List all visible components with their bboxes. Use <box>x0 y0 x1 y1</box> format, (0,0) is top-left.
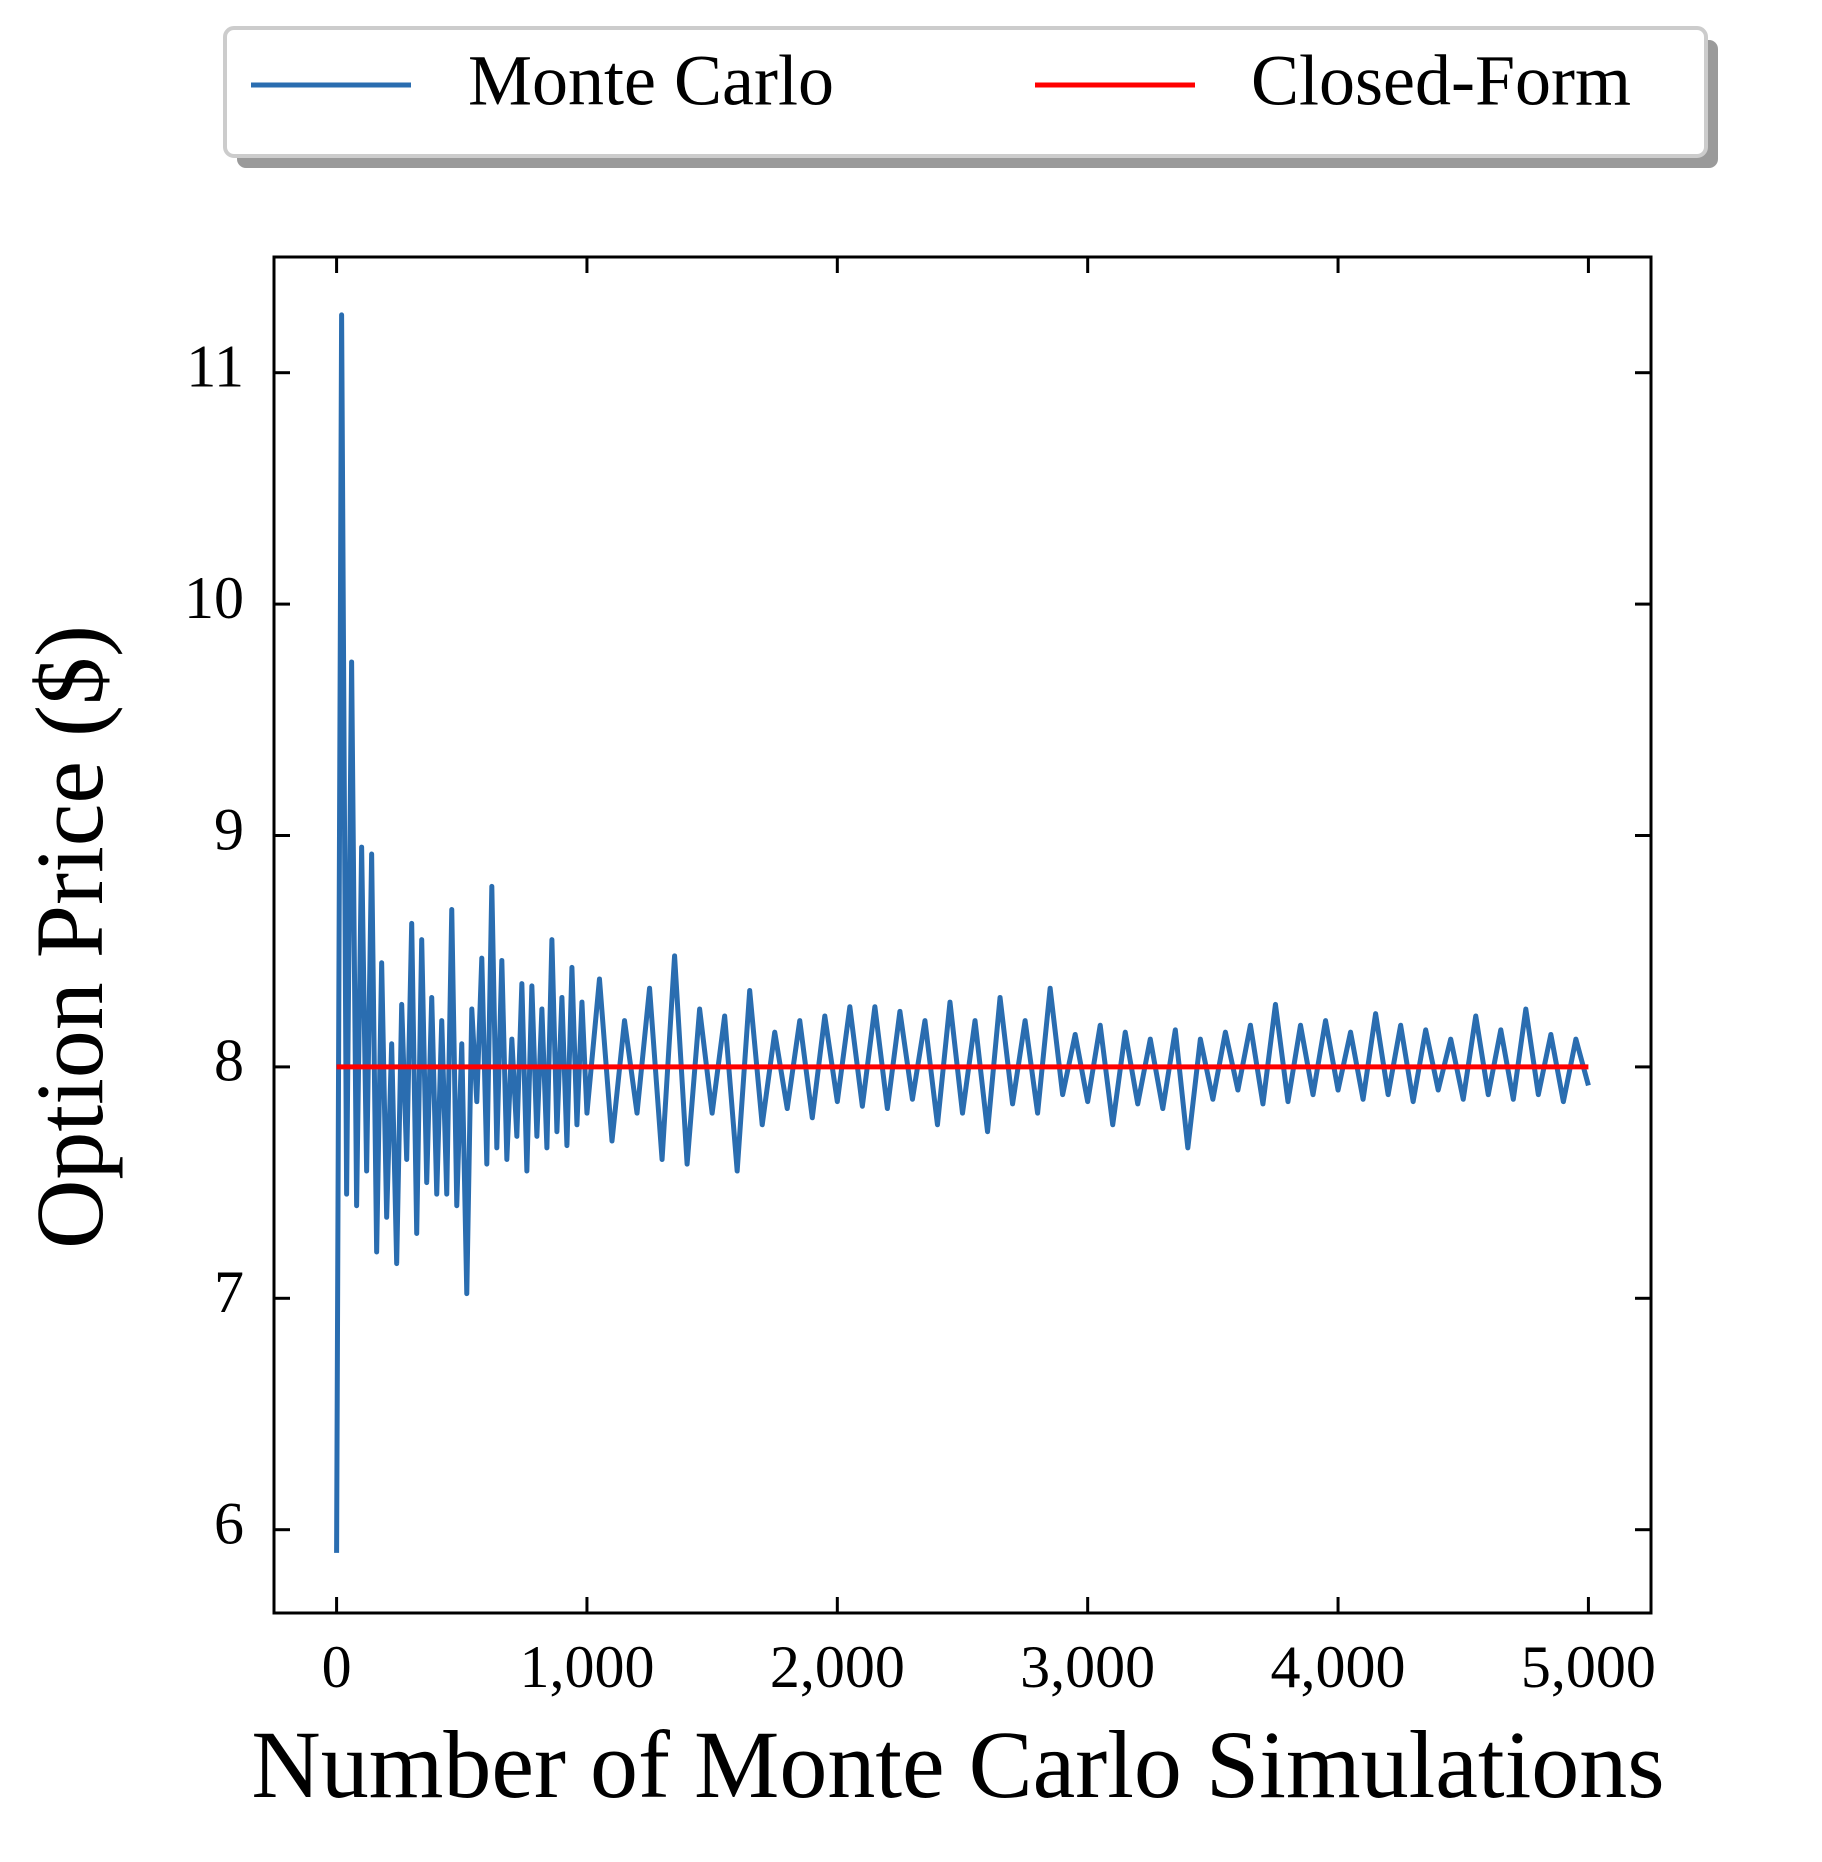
x-tick-label: 5,000 <box>1521 1634 1656 1700</box>
legend: Monte Carlo Closed-Form <box>251 41 1631 121</box>
x-axis-label: Number of Monte Carlo Simulations <box>251 1711 1664 1818</box>
x-tick-label: 3,000 <box>1020 1634 1155 1700</box>
legend-label: Closed-Form <box>1251 41 1631 121</box>
y-tick-label: 8 <box>214 1028 244 1094</box>
y-tick-label: 11 <box>186 333 244 399</box>
plot-frame <box>272 255 1653 1615</box>
x-tick-label: 2,000 <box>770 1634 905 1700</box>
x-tick-label: 4,000 <box>1271 1634 1406 1700</box>
y-axis-label: Option Price ($) <box>16 625 123 1249</box>
legend-box <box>223 26 1708 158</box>
y-tick-label: 9 <box>214 796 244 862</box>
x-tick-label: 0 <box>322 1634 352 1700</box>
data-line <box>334 312 1591 1553</box>
y-tick-label: 6 <box>214 1490 244 1556</box>
y-tick-label: 10 <box>184 565 244 631</box>
legend-label: Monte Carlo <box>468 41 834 121</box>
y-tick-label: 7 <box>214 1259 244 1325</box>
x-tick-label: 1,000 <box>519 1634 654 1700</box>
